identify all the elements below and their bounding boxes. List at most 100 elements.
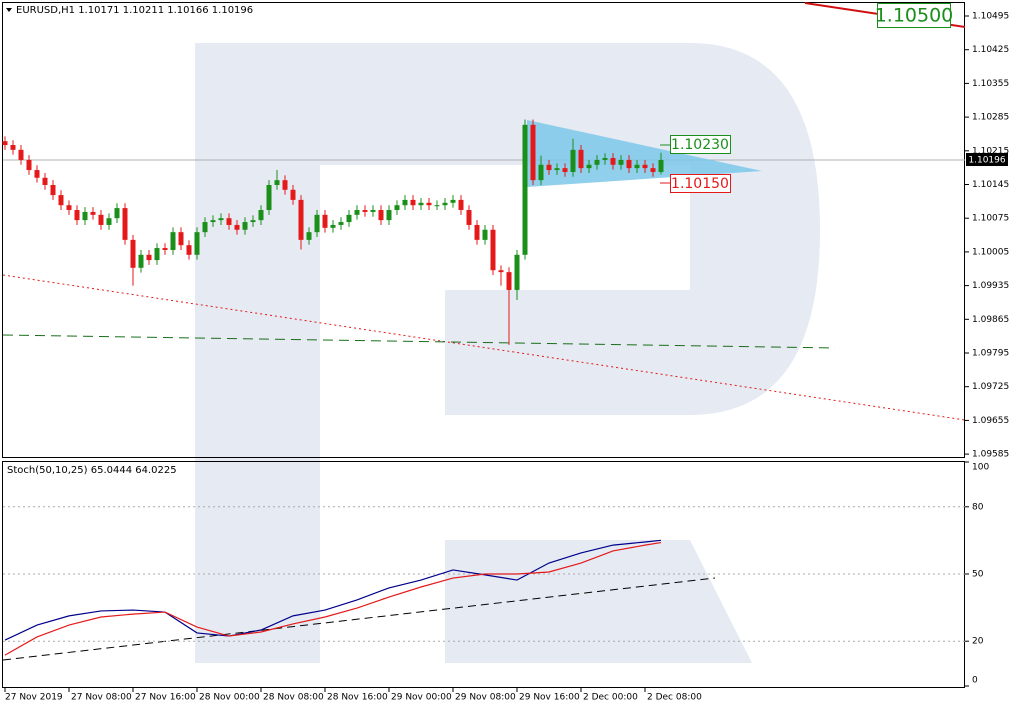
menu-arrow xyxy=(6,8,12,12)
candle-body xyxy=(122,208,128,240)
candle-body xyxy=(42,177,48,185)
x-tick-label: 28 Nov 08:00 xyxy=(263,693,324,703)
candle-body xyxy=(402,199,408,206)
candle-body xyxy=(386,210,392,221)
candle-body xyxy=(554,168,560,171)
candle-body xyxy=(442,202,448,206)
candle-body xyxy=(314,214,320,233)
candle-body xyxy=(426,202,432,206)
candle-body xyxy=(650,168,656,172)
candle-body xyxy=(26,159,32,171)
candle-body xyxy=(258,210,264,221)
candle-body xyxy=(146,254,152,261)
candle-body xyxy=(178,232,184,246)
candle-body xyxy=(578,149,584,169)
candle-body xyxy=(2,141,8,146)
candle-body xyxy=(66,205,72,211)
x-tick-label: 29 Nov 00:00 xyxy=(391,693,452,703)
level-label: 1.10150 xyxy=(671,176,729,192)
candle-body xyxy=(634,164,640,169)
candle-body xyxy=(530,124,536,181)
candle-body xyxy=(346,214,352,223)
candle-body xyxy=(138,254,144,268)
candle-body xyxy=(586,164,592,169)
candle-body xyxy=(626,159,632,169)
candle-body xyxy=(266,184,272,211)
candle-body xyxy=(130,239,136,268)
candle-body xyxy=(418,202,424,206)
level-label: 1.10230 xyxy=(671,137,729,153)
candle-body xyxy=(602,158,608,160)
x-tick-label: 28 Nov 00:00 xyxy=(199,693,260,703)
level-box xyxy=(670,135,731,154)
candle-body xyxy=(570,149,576,172)
level-box xyxy=(670,174,731,193)
candle-body xyxy=(210,220,216,223)
candle-body xyxy=(506,272,512,290)
y-tick-label: 1.10285 xyxy=(972,113,1009,123)
candle-body xyxy=(618,159,624,165)
target-label: 1.10500 xyxy=(875,5,954,27)
candle-body xyxy=(226,218,232,225)
candle-body xyxy=(106,218,112,225)
x-tick-label: 2 Dec 00:00 xyxy=(583,693,638,703)
candle-body xyxy=(546,164,552,171)
candle-body xyxy=(34,170,40,178)
candle-body xyxy=(322,214,328,228)
current-price-box xyxy=(966,153,1008,166)
y-tick-label: 1.09655 xyxy=(972,416,1009,426)
y-tick-label: 1.09935 xyxy=(972,281,1009,291)
candle-body xyxy=(154,248,160,261)
x-tick-label: 27 Nov 2019 xyxy=(5,693,63,703)
candle-body xyxy=(466,210,472,225)
candle-body xyxy=(114,208,120,219)
candle-body xyxy=(194,232,200,255)
candle-body xyxy=(306,232,312,240)
candle-body xyxy=(202,222,208,233)
stoch-trend-line xyxy=(2,577,716,661)
candle-body xyxy=(538,164,544,181)
candle-body xyxy=(410,199,416,206)
y-tick-label: 1.09795 xyxy=(972,349,1009,359)
stoch-line xyxy=(4,539,662,641)
candle-body xyxy=(10,145,16,150)
candle-body xyxy=(330,224,336,228)
candle-body xyxy=(434,205,440,207)
x-tick-label: 29 Nov 08:00 xyxy=(455,693,516,703)
candle-body xyxy=(18,149,24,160)
candle-body xyxy=(490,229,496,271)
candle-body xyxy=(274,180,280,185)
candle-body xyxy=(90,211,96,215)
y-tick-label: 1.10355 xyxy=(972,79,1009,89)
candle-body xyxy=(50,184,56,196)
x-tick-label: 27 Nov 16:00 xyxy=(135,693,196,703)
candle-body xyxy=(594,159,600,165)
y-tick-label: 1.10075 xyxy=(972,214,1009,224)
candle-body xyxy=(362,210,368,212)
candle-body xyxy=(450,199,456,203)
y-tick-label: 20 xyxy=(972,637,984,647)
y-tick-label: 1.09865 xyxy=(972,315,1009,325)
current-price-label: 1.10196 xyxy=(968,156,1005,166)
watermark xyxy=(195,43,820,663)
candle-body xyxy=(74,210,80,221)
x-tick-label: 27 Nov 08:00 xyxy=(71,693,132,703)
candle-body xyxy=(170,232,176,250)
candle-body xyxy=(58,195,64,206)
candle-body xyxy=(250,220,256,223)
candle-body xyxy=(610,158,616,165)
candle-body xyxy=(474,224,480,240)
candle-body xyxy=(498,270,504,273)
y-tick-label: 0 xyxy=(972,676,978,686)
candle-body xyxy=(394,205,400,211)
x-tick-label: 2 Dec 08:00 xyxy=(647,693,702,703)
triangle-pattern xyxy=(527,120,762,187)
y-tick-label: 1.09585 xyxy=(972,450,1009,460)
candle-body xyxy=(562,168,568,172)
marks: 1.104951.104251.103551.102851.102151.101… xyxy=(2,11,1009,703)
y-tick-label: 1.10005 xyxy=(972,247,1009,257)
x-tick-label: 29 Nov 16:00 xyxy=(519,693,580,703)
candle-body xyxy=(234,224,240,230)
candle-body xyxy=(514,254,520,290)
